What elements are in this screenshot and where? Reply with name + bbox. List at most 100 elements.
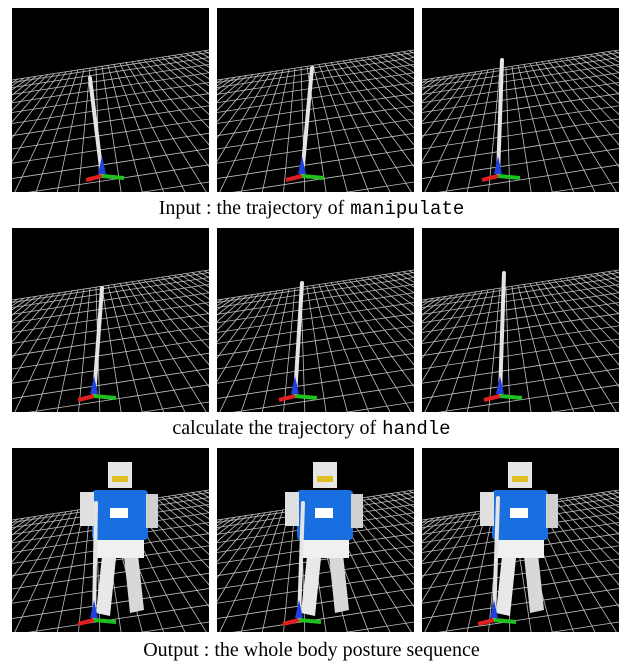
grid-line: [550, 621, 619, 632]
grid-line: [422, 368, 619, 399]
grid-line: [12, 338, 209, 370]
grid-line: [14, 70, 73, 192]
grid-line: [113, 284, 165, 412]
grid-line: [12, 74, 49, 111]
grid-line: [422, 514, 459, 551]
grid-line: [541, 501, 619, 608]
floor-grid: [217, 269, 414, 412]
grid-line: [35, 289, 79, 412]
grid-line: [565, 497, 619, 544]
axis-z: [298, 156, 306, 174]
grid-line: [547, 60, 619, 146]
grid-line: [283, 68, 296, 192]
grid-line: [424, 290, 483, 412]
grid-line: [161, 276, 209, 315]
arm: [80, 492, 94, 526]
grid-line: [12, 515, 43, 543]
grid-line: [101, 286, 122, 412]
robot: [285, 462, 363, 616]
grid-line: [217, 511, 272, 603]
grid-line: [217, 295, 248, 323]
grid-line: [372, 55, 414, 87]
grid-line: [306, 286, 327, 412]
grid-line: [283, 508, 296, 632]
grid-line: [541, 281, 619, 388]
floor-grid: [217, 49, 414, 192]
image: [422, 448, 619, 632]
grid-line: [12, 368, 209, 399]
grid-line: [35, 509, 79, 632]
grid-line: [137, 280, 209, 366]
axis-x: [282, 618, 300, 626]
pole: [88, 76, 104, 178]
grid-line: [318, 284, 370, 412]
grid-line: [422, 283, 619, 315]
leg: [496, 556, 516, 616]
grid-line: [336, 61, 414, 168]
grid-line: [422, 292, 471, 359]
grid-line: [217, 293, 260, 343]
grid-line: [12, 93, 209, 124]
grid-line: [553, 499, 619, 569]
grid-line: [27, 164, 209, 192]
grid-line: [219, 70, 278, 192]
axis-z: [494, 156, 502, 174]
grid-line: [78, 68, 91, 192]
image: [422, 228, 619, 412]
grid-line: [424, 510, 483, 632]
visor: [512, 476, 528, 482]
grid-line: [217, 292, 414, 324]
grid-line: [240, 289, 284, 412]
grid-line: [422, 511, 477, 603]
axis-x: [77, 618, 95, 626]
grid-line: [312, 285, 348, 412]
grid-line: [125, 62, 207, 192]
grid-line: [119, 283, 186, 412]
grid-line: [14, 290, 73, 412]
image: [217, 228, 414, 412]
grid-line: [372, 495, 414, 527]
grid-line: [217, 313, 414, 344]
image: [217, 8, 414, 192]
robot: [480, 462, 558, 616]
leg: [329, 554, 349, 613]
grid-line: [422, 572, 619, 604]
grid-line: [143, 59, 209, 129]
grid-line: [140, 621, 209, 632]
grid-line: [149, 278, 209, 335]
axis-x: [483, 394, 501, 402]
grid-line: [422, 295, 453, 323]
grid-line: [345, 401, 414, 412]
axis-y: [294, 394, 318, 400]
grid-line: [143, 499, 209, 569]
grid-line: [422, 269, 619, 301]
grid-line: [56, 68, 85, 192]
grid-line: [422, 558, 619, 590]
grid-line: [12, 71, 67, 163]
grid-line: [318, 64, 370, 192]
grid-line: [217, 57, 414, 88]
grid-line: [324, 63, 391, 192]
arm: [546, 494, 558, 528]
grid-line: [131, 281, 209, 388]
leg: [301, 556, 321, 616]
axis-y: [497, 174, 521, 180]
pole: [92, 501, 98, 622]
grid-line: [422, 588, 619, 619]
grid-line: [547, 500, 619, 586]
grid-line: [523, 284, 575, 412]
grid-line: [12, 283, 209, 315]
grid-line: [553, 279, 619, 349]
head: [313, 462, 337, 488]
grid-line: [240, 69, 284, 192]
grid-line: [511, 286, 532, 412]
grid-line: [422, 338, 619, 370]
axis-x: [278, 394, 296, 402]
grid-line: [330, 282, 412, 412]
grid-line: [261, 288, 290, 412]
image: [12, 228, 209, 412]
robot: [80, 462, 158, 616]
grid-line: [466, 288, 495, 412]
grid-line: [345, 181, 414, 192]
axis-z: [90, 600, 98, 618]
